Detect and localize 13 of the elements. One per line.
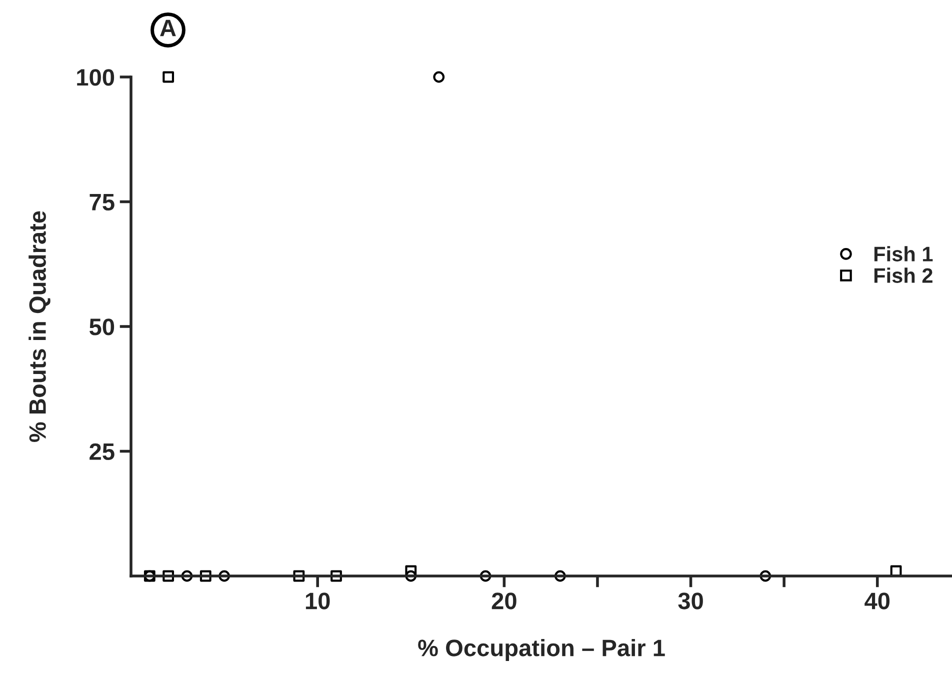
- x-tick-label: 30: [678, 592, 703, 610]
- y-axis-title: % Bouts in Quadrate: [28, 211, 50, 442]
- y-tick-label: 75: [90, 194, 114, 211]
- legend-label: Fish 2: [874, 268, 932, 283]
- text: A: [160, 20, 176, 36]
- x-tick-label: 40: [864, 592, 890, 610]
- y-tick-label: 25: [90, 443, 114, 460]
- x-tick-label: 10: [306, 592, 330, 610]
- y-tick-label: 100: [77, 69, 114, 86]
- y-tick-label: 50: [89, 318, 114, 336]
- x-tick-label: 20: [492, 592, 516, 610]
- legend-label: Fish 1: [874, 246, 933, 262]
- x-axis-title: % Occupation – Pair 1: [418, 638, 665, 661]
